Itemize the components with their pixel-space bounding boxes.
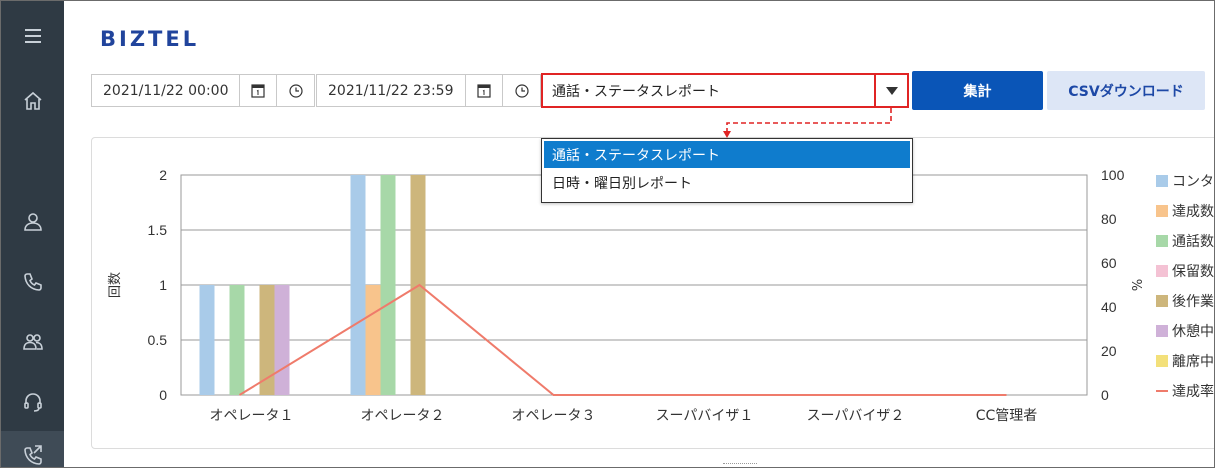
home-icon	[23, 91, 42, 110]
y2-axis-label: %	[1131, 279, 1146, 291]
report-type-value: 通話・ステータスレポート	[552, 84, 720, 100]
bar	[229, 285, 245, 395]
resize-handle[interactable]	[723, 463, 757, 467]
y2-tick-label: 20	[1101, 343, 1117, 359]
menu-button[interactable]	[1, 13, 64, 59]
bar	[365, 285, 381, 395]
end-date-value[interactable]: 2021/11/22 23:59	[328, 82, 454, 99]
y-axis-label: 回数	[108, 272, 123, 298]
headset-icon	[23, 393, 42, 412]
y2-tick-label: 0	[1101, 387, 1109, 403]
calendar-icon	[251, 83, 265, 98]
legend-label: 後作業	[1172, 294, 1214, 310]
end-date-field[interactable]: 2021/11/22 23:59	[316, 74, 541, 107]
legend-swatch	[1156, 295, 1168, 307]
y-tick-label: 2	[159, 167, 167, 183]
bar	[199, 285, 215, 395]
sidebar-item-headset[interactable]	[1, 379, 64, 425]
phone-icon	[23, 273, 42, 291]
legend-label: 保留数	[1172, 264, 1214, 280]
y-tick-label: 1	[159, 277, 167, 293]
sidebar-item-call-report[interactable]	[1, 431, 64, 467]
x-tick-label: スーパバイザ１	[656, 408, 754, 424]
x-tick-label: CC管理者	[976, 408, 1038, 424]
x-tick-label: オペレータ２	[361, 408, 445, 424]
sidebar-item-phone[interactable]	[1, 259, 64, 305]
y2-tick-label: 60	[1101, 255, 1117, 271]
start-calendar-button[interactable]	[238, 75, 277, 106]
sidebar-item-home[interactable]	[1, 78, 64, 124]
legend-label: コンタ	[1172, 174, 1214, 190]
phone-report-icon	[23, 445, 42, 465]
legend-swatch	[1156, 235, 1168, 247]
report-type-dropdown-button[interactable]	[874, 73, 909, 108]
start-time-button[interactable]	[276, 75, 314, 106]
sidebar	[1, 1, 64, 467]
legend-swatch	[1156, 205, 1168, 217]
hamburger-icon	[24, 29, 41, 43]
bar	[274, 285, 290, 395]
line-series-achievement-rate	[238, 283, 1007, 396]
dropdown-arrow-icon	[885, 86, 898, 95]
clock-icon	[289, 83, 303, 98]
legend-label: 達成率	[1172, 383, 1214, 400]
x-tick-label: スーパバイザ２	[807, 408, 905, 424]
x-tick-label: オペレータ１	[210, 408, 294, 424]
legend-swatch	[1156, 325, 1168, 337]
aggregate-button[interactable]: 集計	[912, 71, 1043, 110]
clock-icon	[515, 83, 529, 98]
biztel-logo: BIZTEL	[100, 27, 200, 51]
legend-swatch	[1156, 355, 1168, 367]
end-time-button[interactable]	[502, 75, 540, 106]
sidebar-item-group[interactable]	[1, 319, 64, 365]
start-date-field[interactable]: 2021/11/22 00:00	[91, 74, 315, 107]
group-icon	[22, 334, 43, 350]
bar	[350, 175, 366, 395]
y2-tick-label: 80	[1101, 211, 1117, 227]
bar	[259, 285, 275, 395]
y-tick-label: 0	[159, 387, 167, 403]
legend-label: 休憩中	[1172, 323, 1214, 340]
x-tick-label: オペレータ３	[512, 408, 596, 424]
user-icon	[23, 213, 42, 231]
end-calendar-button[interactable]	[464, 75, 503, 106]
y2-tick-label: 100	[1101, 167, 1125, 183]
y2-tick-label: 40	[1101, 299, 1117, 315]
option-datetime-weekday-report[interactable]: 日時・曜日別レポート	[552, 175, 692, 192]
legend-swatch	[1156, 265, 1168, 277]
report-type-options: 通話・ステータスレポート 日時・曜日別レポート	[541, 138, 913, 203]
csv-download-button[interactable]: CSVダウンロード	[1047, 71, 1205, 110]
calendar-icon	[477, 83, 491, 98]
start-date-value[interactable]: 2021/11/22 00:00	[103, 82, 229, 99]
legend-swatch	[1156, 175, 1168, 187]
report-type-select[interactable]: 通話・ステータスレポート	[541, 73, 909, 108]
y-tick-label: 0.5	[148, 332, 168, 348]
legend-label: 達成数	[1172, 204, 1214, 220]
sidebar-item-user[interactable]	[1, 199, 64, 245]
y-tick-label: 1.5	[148, 222, 168, 238]
option-call-status-report[interactable]: 通話・ステータスレポート	[544, 141, 910, 168]
legend-label: 離席中	[1172, 353, 1214, 370]
bar	[380, 175, 396, 395]
legend-label: 通話数	[1172, 233, 1214, 250]
